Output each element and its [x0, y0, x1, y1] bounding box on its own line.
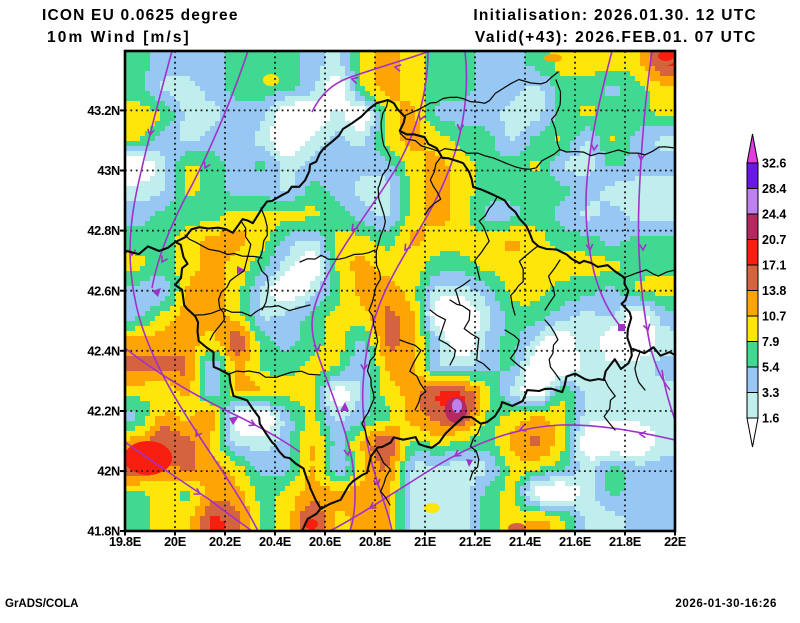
- svg-text:10.7: 10.7: [762, 310, 786, 324]
- svg-text:43.2N: 43.2N: [87, 103, 120, 118]
- svg-text:21.6E: 21.6E: [559, 534, 592, 549]
- svg-text:32.6: 32.6: [762, 157, 786, 171]
- svg-text:20.4E: 20.4E: [259, 534, 292, 549]
- svg-text:20E: 20E: [164, 534, 187, 549]
- svg-text:21.8E: 21.8E: [609, 534, 642, 549]
- svg-text:7.9: 7.9: [762, 335, 779, 349]
- svg-text:19.8E: 19.8E: [109, 534, 142, 549]
- svg-text:17.1: 17.1: [762, 259, 786, 273]
- svg-text:20.6E: 20.6E: [309, 534, 342, 549]
- svg-text:21E: 21E: [414, 534, 437, 549]
- svg-text:Valid(+43): 2026.FEB.01. 07 UT: Valid(+43): 2026.FEB.01. 07 UTC: [475, 29, 757, 46]
- svg-text:42.8N: 42.8N: [87, 223, 120, 238]
- svg-text:Initialisation: 2026.01.30. 12: Initialisation: 2026.01.30. 12 UTC: [473, 7, 757, 24]
- svg-text:42.6N: 42.6N: [87, 283, 120, 298]
- svg-text:20.2E: 20.2E: [209, 534, 242, 549]
- svg-text:42.4N: 42.4N: [87, 343, 120, 358]
- svg-text:43N: 43N: [97, 163, 120, 178]
- svg-text:ICON EU 0.0625 degree: ICON EU 0.0625 degree: [42, 7, 239, 24]
- svg-text:21.4E: 21.4E: [509, 534, 542, 549]
- svg-text:2026-01-30-16:26: 2026-01-30-16:26: [675, 598, 777, 610]
- svg-text:21.2E: 21.2E: [459, 534, 492, 549]
- svg-text:20.8E: 20.8E: [359, 534, 392, 549]
- svg-text:28.4: 28.4: [762, 182, 786, 196]
- svg-text:10m Wind [m/s]: 10m Wind [m/s]: [47, 29, 191, 46]
- svg-text:GrADS/COLA: GrADS/COLA: [5, 598, 78, 610]
- svg-text:22E: 22E: [664, 534, 687, 549]
- svg-text:1.6: 1.6: [762, 412, 779, 426]
- svg-text:13.8: 13.8: [762, 284, 786, 298]
- svg-text:42N: 42N: [97, 464, 120, 479]
- svg-text:20.7: 20.7: [762, 233, 786, 247]
- svg-text:24.4: 24.4: [762, 208, 786, 222]
- svg-text:5.4: 5.4: [762, 361, 779, 375]
- svg-text:42.2N: 42.2N: [87, 404, 120, 419]
- svg-text:41.8N: 41.8N: [87, 524, 120, 539]
- svg-text:3.3: 3.3: [762, 386, 779, 400]
